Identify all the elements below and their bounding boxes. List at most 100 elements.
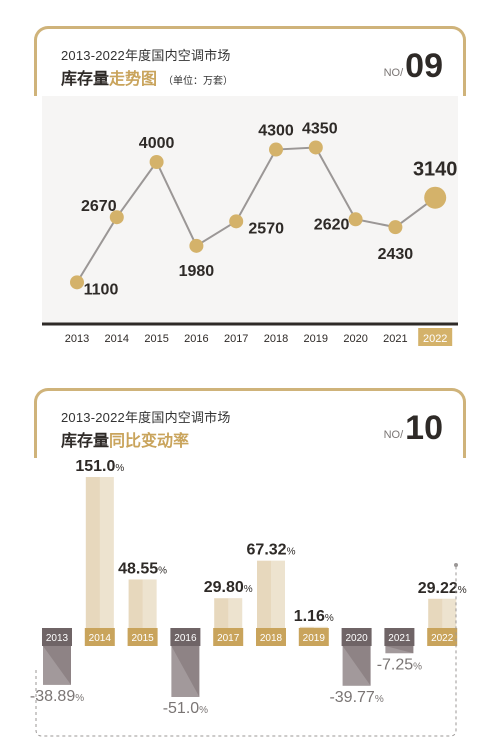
- data-point-2016: [189, 238, 204, 253]
- x-tick-2021: 2021: [383, 333, 407, 345]
- bar-shade-2017: [228, 598, 243, 628]
- x-tick-2014: 2014: [105, 333, 129, 345]
- category-strip-2013: [42, 628, 72, 646]
- stock-trend-number-badge: NO/ 09: [384, 49, 443, 83]
- data-point-2019: [308, 140, 323, 155]
- category-strip-2018: [256, 628, 286, 646]
- stock-trend-panel: 2013-2022年度国内空调市场 库存量走势图 （单位：万套） NO/ 09 1…: [0, 0, 500, 370]
- x-tick-2015: 2015: [131, 633, 154, 644]
- bar-2019: [299, 626, 328, 628]
- stock-trend-title-accent: 走势图: [109, 71, 158, 88]
- stock-change-subtitle: 2013-2022年度国内空调市场: [61, 410, 231, 425]
- value-unit-2022: %: [458, 585, 467, 596]
- line-chart-background: [42, 96, 458, 324]
- highlight-tick-bg: [418, 328, 453, 346]
- value-unit-2015: %: [158, 565, 167, 576]
- value-unit-2019: %: [325, 613, 334, 624]
- stock-change-number: 10: [405, 409, 443, 447]
- bar-shade-2020: [342, 646, 371, 686]
- data-point-2021: [388, 220, 403, 235]
- value-unit-2013: %: [75, 693, 84, 704]
- value-unit-2017: %: [244, 584, 253, 595]
- stock-trend-subtitle: 2013-2022年度国内空调市场: [61, 48, 231, 63]
- value-label-2019: 1.16%: [294, 608, 334, 625]
- stock-change-title-accent: 同比变动率: [109, 433, 190, 450]
- stock-trend-card: 2013-2022年度国内空调市场 库存量走势图 （单位：万套） NO/ 09: [34, 26, 466, 96]
- bar-2020: [342, 646, 371, 686]
- data-label-2020: 2620: [314, 216, 350, 233]
- stock-trend-number: 09: [405, 47, 443, 85]
- bar-2018: [257, 560, 285, 628]
- bar-shade-2021: [385, 646, 414, 654]
- data-label-2022: 3140: [413, 159, 458, 181]
- value-unit-2016: %: [199, 705, 208, 716]
- x-tick-2019: 2019: [303, 633, 326, 644]
- data-label-2018: 4300: [258, 123, 294, 140]
- value-unit-2014: %: [115, 463, 124, 474]
- bar-2015: [128, 579, 157, 628]
- bar-shade-2022: [442, 598, 457, 628]
- x-tick-2014: 2014: [89, 633, 112, 644]
- category-strip-2021: [384, 628, 415, 646]
- data-label-2014: 2670: [81, 198, 117, 215]
- data-point-2014: [109, 210, 124, 225]
- stock-trend-title-plain: 库存量: [61, 71, 110, 88]
- stock-change-header: 2013-2022年度国内空调市场 库存量同比变动率 NO/ 10: [43, 397, 457, 457]
- value-label-2013: -38.89%: [30, 688, 84, 705]
- bar-2013: [43, 646, 71, 685]
- bar-shade-2016: [171, 646, 200, 697]
- x-tick-2017: 2017: [217, 633, 240, 644]
- bar-shade-2015: [142, 579, 157, 628]
- stock-change-bar-chart: 2013 -38.89% 2014 151.0% 2015 48.55% 2016 -51.0…: [30, 458, 467, 737]
- category-strip-2014: [84, 628, 115, 646]
- stock-trend-line-chart: 1100 2013 2670 2014 4000 2015 1980 2016 2570 2017…: [42, 96, 458, 346]
- value-unit-2018: %: [287, 547, 296, 558]
- value-unit-2020: %: [375, 694, 384, 705]
- dashed-bracket: [35, 565, 457, 737]
- stock-change-panel: 2013-2022年度国内空调市场 库存量同比变动率 NO/ 10 2013 -3…: [0, 370, 500, 747]
- x-tick-2022: 2022: [431, 633, 454, 644]
- value-label-2022: 29.22%: [418, 580, 467, 597]
- stock-trend-number-prefix: NO/: [383, 67, 404, 79]
- data-label-2019: 4350: [302, 120, 338, 137]
- bar-2014: [85, 477, 114, 628]
- bar-2022: [428, 598, 457, 628]
- stock-trend-header: 2013-2022年度国内空调市场 库存量走势图 （单位：万套） NO/ 09: [43, 35, 457, 95]
- x-tick-2020: 2020: [343, 333, 367, 345]
- value-unit-2021: %: [413, 661, 422, 672]
- value-label-2021: -7.25%: [377, 656, 422, 673]
- x-tick-2018: 2018: [264, 333, 288, 345]
- value-label-2017: 29.80%: [204, 579, 253, 596]
- bar-2021: [385, 646, 414, 654]
- data-point-2018: [269, 142, 283, 157]
- category-strip-2015: [127, 628, 158, 646]
- value-label-2016: -51.0%: [163, 700, 208, 717]
- category-strip-2016: [170, 628, 201, 646]
- value-label-2018: 67.32%: [247, 542, 296, 559]
- data-point-2017: [229, 214, 244, 229]
- stock-change-title-plain: 库存量: [61, 433, 110, 450]
- data-label-2015: 4000: [139, 135, 175, 152]
- stock-change-title: 库存量同比变动率: [61, 427, 189, 451]
- series-line: [76, 146, 436, 283]
- value-label-2020: -39.77%: [329, 689, 383, 706]
- value-label-2014: 151.0%: [75, 458, 124, 475]
- stock-change-number-badge: NO/ 10: [384, 411, 443, 445]
- data-point-2020: [348, 212, 363, 227]
- stock-change-number-prefix: NO/: [383, 429, 404, 441]
- value-label-2015: 48.55%: [118, 560, 167, 577]
- x-tick-2013: 2013: [65, 333, 89, 345]
- x-tick-2020: 2020: [345, 633, 368, 644]
- bar-shade-2018: [271, 560, 285, 628]
- stock-trend-unit: （单位：万套）: [163, 76, 234, 87]
- x-tick-2022: 2022: [423, 333, 447, 345]
- x-tick-2021: 2021: [388, 633, 411, 644]
- x-tick-2016: 2016: [184, 333, 208, 345]
- bar-2017: [214, 598, 243, 628]
- x-tick-2017: 2017: [224, 333, 248, 345]
- x-tick-2016: 2016: [174, 633, 197, 644]
- stock-change-card: 2013-2022年度国内空调市场 库存量同比变动率 NO/ 10: [34, 388, 466, 458]
- category-strip-2017: [213, 628, 244, 646]
- x-tick-2018: 2018: [260, 633, 283, 644]
- data-point-2013: [70, 275, 84, 290]
